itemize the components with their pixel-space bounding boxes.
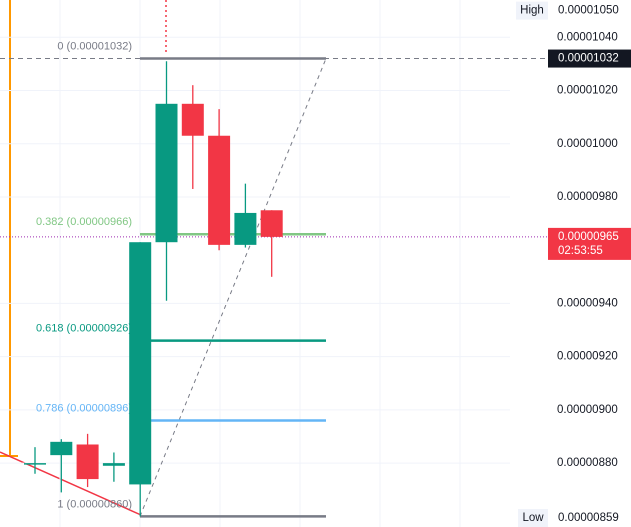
candle-body: [234, 212, 257, 245]
y-tick-label: 0.00000880: [557, 457, 618, 469]
candle-body: [24, 463, 46, 465]
countdown: 02:53:55: [558, 245, 603, 257]
tag-box: [518, 509, 548, 527]
candle-body: [102, 463, 125, 466]
price-tag-bg: [550, 509, 631, 527]
candle-body: [181, 103, 204, 136]
fib-label: 0.618 (0.00000926): [36, 323, 132, 335]
fib-label: 0 (0.00001032): [57, 40, 132, 52]
price-tag-bg: [548, 49, 631, 68]
last-price: 0.00000965: [558, 231, 619, 243]
candle-body: [129, 242, 152, 485]
candle-body: [76, 444, 99, 480]
tag-box: [516, 1, 548, 20]
y-tick-label: 0.00001000: [557, 138, 618, 150]
price-tag: 0.00000859: [558, 512, 619, 524]
last-price-bg: [548, 227, 631, 260]
price-tag: 0.00001032: [558, 53, 619, 65]
tag-name: High: [520, 5, 544, 17]
fib-diagonal: [139, 58, 327, 517]
candle-body: [50, 441, 73, 456]
fib-label: 1 (0.00000860): [57, 498, 132, 510]
fib-label: 0.382 (0.00000966): [36, 216, 132, 228]
price-tag: 0.00001050: [558, 5, 619, 17]
y-tick-label: 0.00000940: [557, 297, 618, 309]
y-tick-label: 0.00001040: [557, 31, 618, 43]
y-tick-label: 0.00001020: [557, 85, 618, 97]
fib-label: 0.786 (0.00000896): [36, 402, 132, 414]
price-tag-bg: [550, 1, 631, 20]
candle-body: [260, 210, 283, 237]
y-tick-label: 0.00000980: [557, 191, 618, 203]
tag-name: Low: [522, 512, 544, 524]
candle-body: [208, 135, 231, 245]
trend-line: [0, 451, 142, 516]
y-tick-label: 0.00000920: [557, 351, 618, 363]
candle-body: [155, 103, 178, 243]
y-tick-label: 0.00000900: [557, 404, 618, 416]
